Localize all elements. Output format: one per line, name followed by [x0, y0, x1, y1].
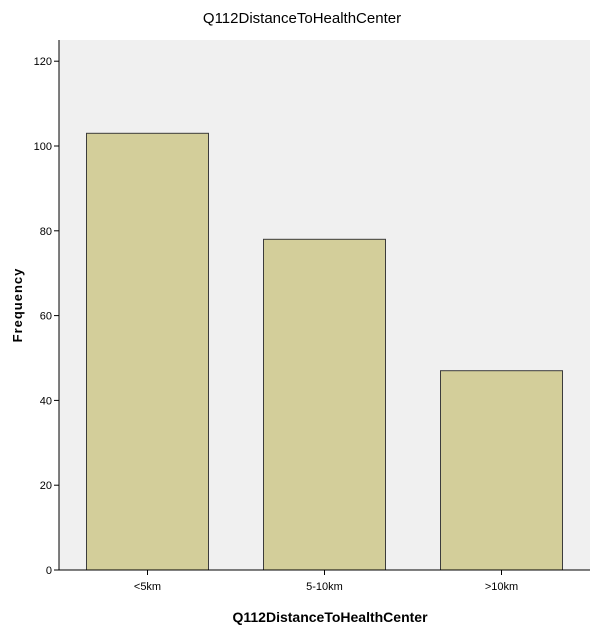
y-axis: 0 20 40 60 80 100 120	[34, 40, 60, 577]
x-tick-label: 5-10km	[306, 581, 343, 593]
y-tick-label: 20	[40, 480, 52, 492]
y-axis-label: Frequency	[10, 268, 25, 343]
x-axis: <5km 5-10km >10km	[59, 569, 590, 593]
bar	[86, 132, 209, 571]
y-tick-label: 80	[40, 226, 52, 238]
x-axis-label: Q112DistanceToHealthCenter	[232, 609, 428, 625]
bar	[440, 370, 563, 571]
y-tick-label: 60	[40, 311, 52, 323]
y-tick-label: 0	[46, 565, 52, 577]
y-tick-label: 100	[34, 141, 52, 153]
bars-layer	[86, 132, 563, 571]
chart-title: Q112DistanceToHealthCenter	[203, 10, 401, 27]
x-tick-label: <5km	[134, 581, 161, 593]
y-tick-label: 40	[40, 395, 52, 407]
x-tick-label: >10km	[485, 581, 518, 593]
bar	[263, 238, 386, 571]
y-tick-label: 120	[34, 56, 52, 68]
